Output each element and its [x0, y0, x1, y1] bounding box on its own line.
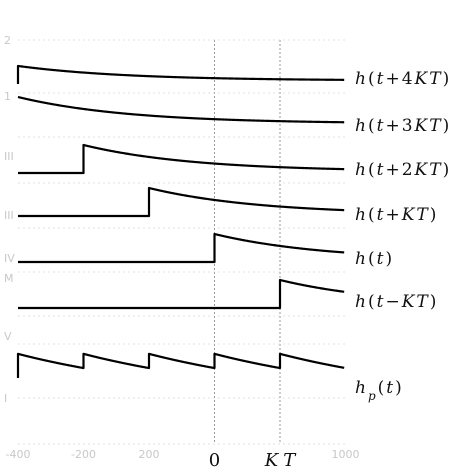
series-curve-5	[17, 278, 345, 310]
series-label-3: h(t + K T)	[355, 205, 436, 225]
series-labels: h(t +4 K T) h(t +3 K T) h(t +2 K T) h(t + K T) h(t) h(t − K…	[355, 69, 449, 403]
x-tick-label-2: 200	[139, 448, 160, 461]
x-tick-label-0: -400	[6, 448, 31, 461]
y-tick-label-2: III	[4, 150, 14, 163]
series-label-5: h(t − K T)	[355, 292, 436, 312]
series-curve-4	[17, 232, 345, 264]
y-tick-label-7: I	[4, 392, 7, 405]
series-curve-3	[17, 186, 345, 218]
series-label-1: h(t +3 K T)	[355, 116, 449, 136]
y-tick-label-1: 1	[4, 90, 11, 103]
series-label-4: h(t)	[355, 249, 392, 269]
y-tick-label-3: III	[4, 209, 14, 222]
x-tick-label-5: 1000	[332, 448, 360, 461]
guide-lines	[18, 39, 346, 445]
series-label-0: h(t +4 K T)	[355, 69, 449, 89]
y-faint-tick-labels: 2 1 III III IV M V I	[4, 34, 15, 405]
series-label-2: h(t +2 K T)	[355, 160, 449, 180]
series-curve-1	[17, 95, 345, 124]
series-label-6: h p(t)	[355, 378, 402, 403]
y-tick-label-0: 2	[4, 34, 11, 47]
series-curve-6	[16, 352, 345, 378]
y-tick-label-6: V	[4, 330, 12, 343]
x-tick-label-1: -200	[71, 448, 96, 461]
y-tick-label-4: IV	[4, 252, 15, 265]
x-tick-labels: -400 -200 200 0 K T 1000	[6, 448, 360, 471]
series-curves	[16, 64, 345, 378]
y-tick-label-5: M	[4, 272, 14, 285]
series-curve-0	[16, 64, 345, 84]
x-tick-label-3: 0	[209, 450, 220, 471]
series-curve-2	[17, 143, 345, 175]
